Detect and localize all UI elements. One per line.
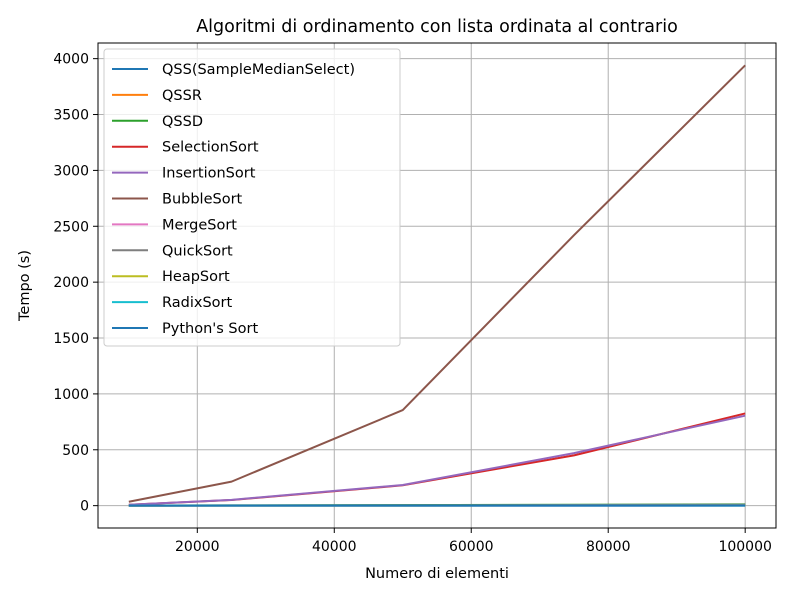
plot-frame xyxy=(97,42,777,529)
y-tick-label: 1500 xyxy=(53,331,89,347)
axis-ticks: 20000 40000 60000 80000 100000 0 500 1000 1500 20… xyxy=(53,52,772,555)
x-tick-label: 100000 xyxy=(718,539,771,555)
legend-label: Python's Sort xyxy=(162,321,258,337)
y-tick-label: 500 xyxy=(62,443,89,459)
x-tick-label: 40000 xyxy=(312,539,357,555)
legend-label: QSS(SampleMedianSelect) xyxy=(162,62,355,78)
legend-label: SelectionSort xyxy=(162,140,259,156)
x-tick-label: 20000 xyxy=(175,539,220,555)
y-axis-title: Tempo (s) xyxy=(17,250,33,322)
legend-label: HeapSort xyxy=(162,269,230,285)
x-axis-title: Numero di elementi xyxy=(365,566,509,582)
y-tick-label: 0 xyxy=(80,499,89,515)
legend-label: InsertionSort xyxy=(162,166,256,182)
legend: QSS(SampleMedianSelect) QSSR QSSD Selection… xyxy=(103,48,401,347)
x-tick-label: 60000 xyxy=(449,539,494,555)
legend-label: BubbleSort xyxy=(162,192,243,208)
legend-label: QSSD xyxy=(162,114,203,130)
series-lines xyxy=(128,64,746,507)
y-tick-label: 2500 xyxy=(53,219,89,235)
y-tick-label: 1000 xyxy=(53,387,89,403)
legend-label: MergeSort xyxy=(162,217,237,233)
chart-title: Algoritmi di ordinamento con lista ordin… xyxy=(196,17,678,37)
x-tick-label: 80000 xyxy=(586,539,631,555)
series-line-4 xyxy=(128,414,746,506)
legend-box xyxy=(103,48,401,347)
series-line-3 xyxy=(128,412,746,506)
series-line-5 xyxy=(128,64,746,503)
y-tick-label: 2000 xyxy=(53,275,89,291)
y-tick-label: 4000 xyxy=(53,52,89,68)
legend-label: QuickSort xyxy=(162,243,233,259)
y-tick-label: 3500 xyxy=(53,108,89,124)
legend-label: RadixSort xyxy=(162,295,232,311)
y-tick-label: 3000 xyxy=(53,163,89,179)
legend-label: QSSR xyxy=(162,88,202,104)
